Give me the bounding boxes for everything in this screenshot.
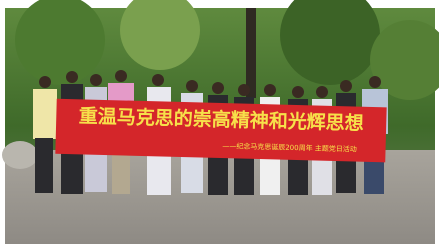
- rock: [2, 141, 38, 169]
- photo: 重温马克思的崇高精神和光辉思想 ——纪念马克思诞辰200周年 主题党日活动: [0, 0, 439, 249]
- page: 重温马克思的崇高精神和光辉思想 ——纪念马克思诞辰200周年 主题党日活动 ((…: [0, 0, 439, 249]
- trunk: [246, 8, 256, 98]
- banner: 重温马克思的崇高精神和光辉思想 ——纪念马克思诞辰200周年 主题党日活动: [55, 99, 386, 163]
